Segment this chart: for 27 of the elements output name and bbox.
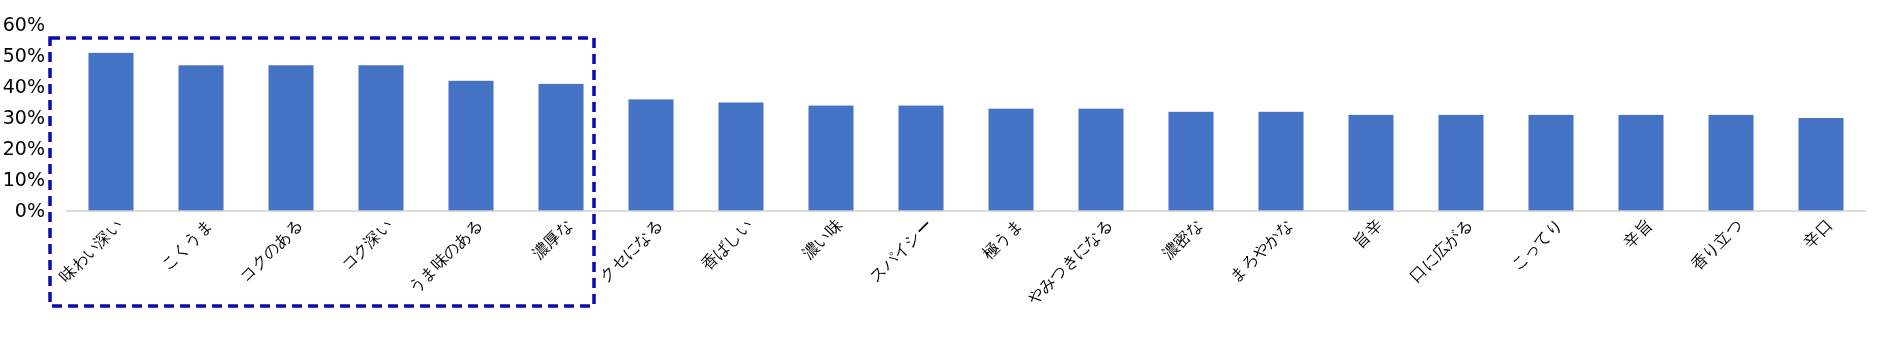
y-tick-label: 10% (2, 168, 45, 190)
x-tick-label: 香り立つ (1687, 215, 1746, 275)
y-tick-label: 50% (2, 44, 45, 66)
x-tick-label: 辛口 (1799, 215, 1836, 252)
x-tick-label: 味わい深い (55, 215, 126, 286)
x-tick-label: 濃い味 (798, 215, 846, 263)
x-tick-label: 極うま (978, 215, 1026, 263)
x-tick-label: 辛旨 (1619, 215, 1656, 252)
x-tick-label: スパイシー (865, 215, 936, 286)
y-tick-label: 0% (14, 199, 45, 221)
y-tick-label: 40% (2, 75, 45, 97)
x-tick-label: やみつきになる (1023, 215, 1116, 309)
x-tick-label: こくうま (157, 215, 216, 275)
x-tick-label: コクのある (235, 215, 306, 286)
x-tick-label: うま味のある (404, 215, 486, 297)
x-tick-label: まろやかな (1225, 215, 1296, 286)
x-tick-label: こってり (1507, 215, 1566, 275)
y-tick-label: 60% (2, 13, 45, 35)
x-tick-label: 香ばしい (697, 215, 756, 275)
y-tick-label: 30% (2, 106, 45, 128)
y-tick-label: 20% (2, 137, 45, 159)
x-tick-label: コク深い (337, 215, 396, 275)
x-tick-label: 濃厚な (528, 215, 576, 263)
x-tick-label: クセになる (595, 215, 666, 286)
x-tick-label: 口に広がる (1405, 215, 1476, 286)
x-tick-label: 濃密な (1158, 215, 1206, 263)
x-tick-label: 旨辛 (1349, 215, 1386, 252)
